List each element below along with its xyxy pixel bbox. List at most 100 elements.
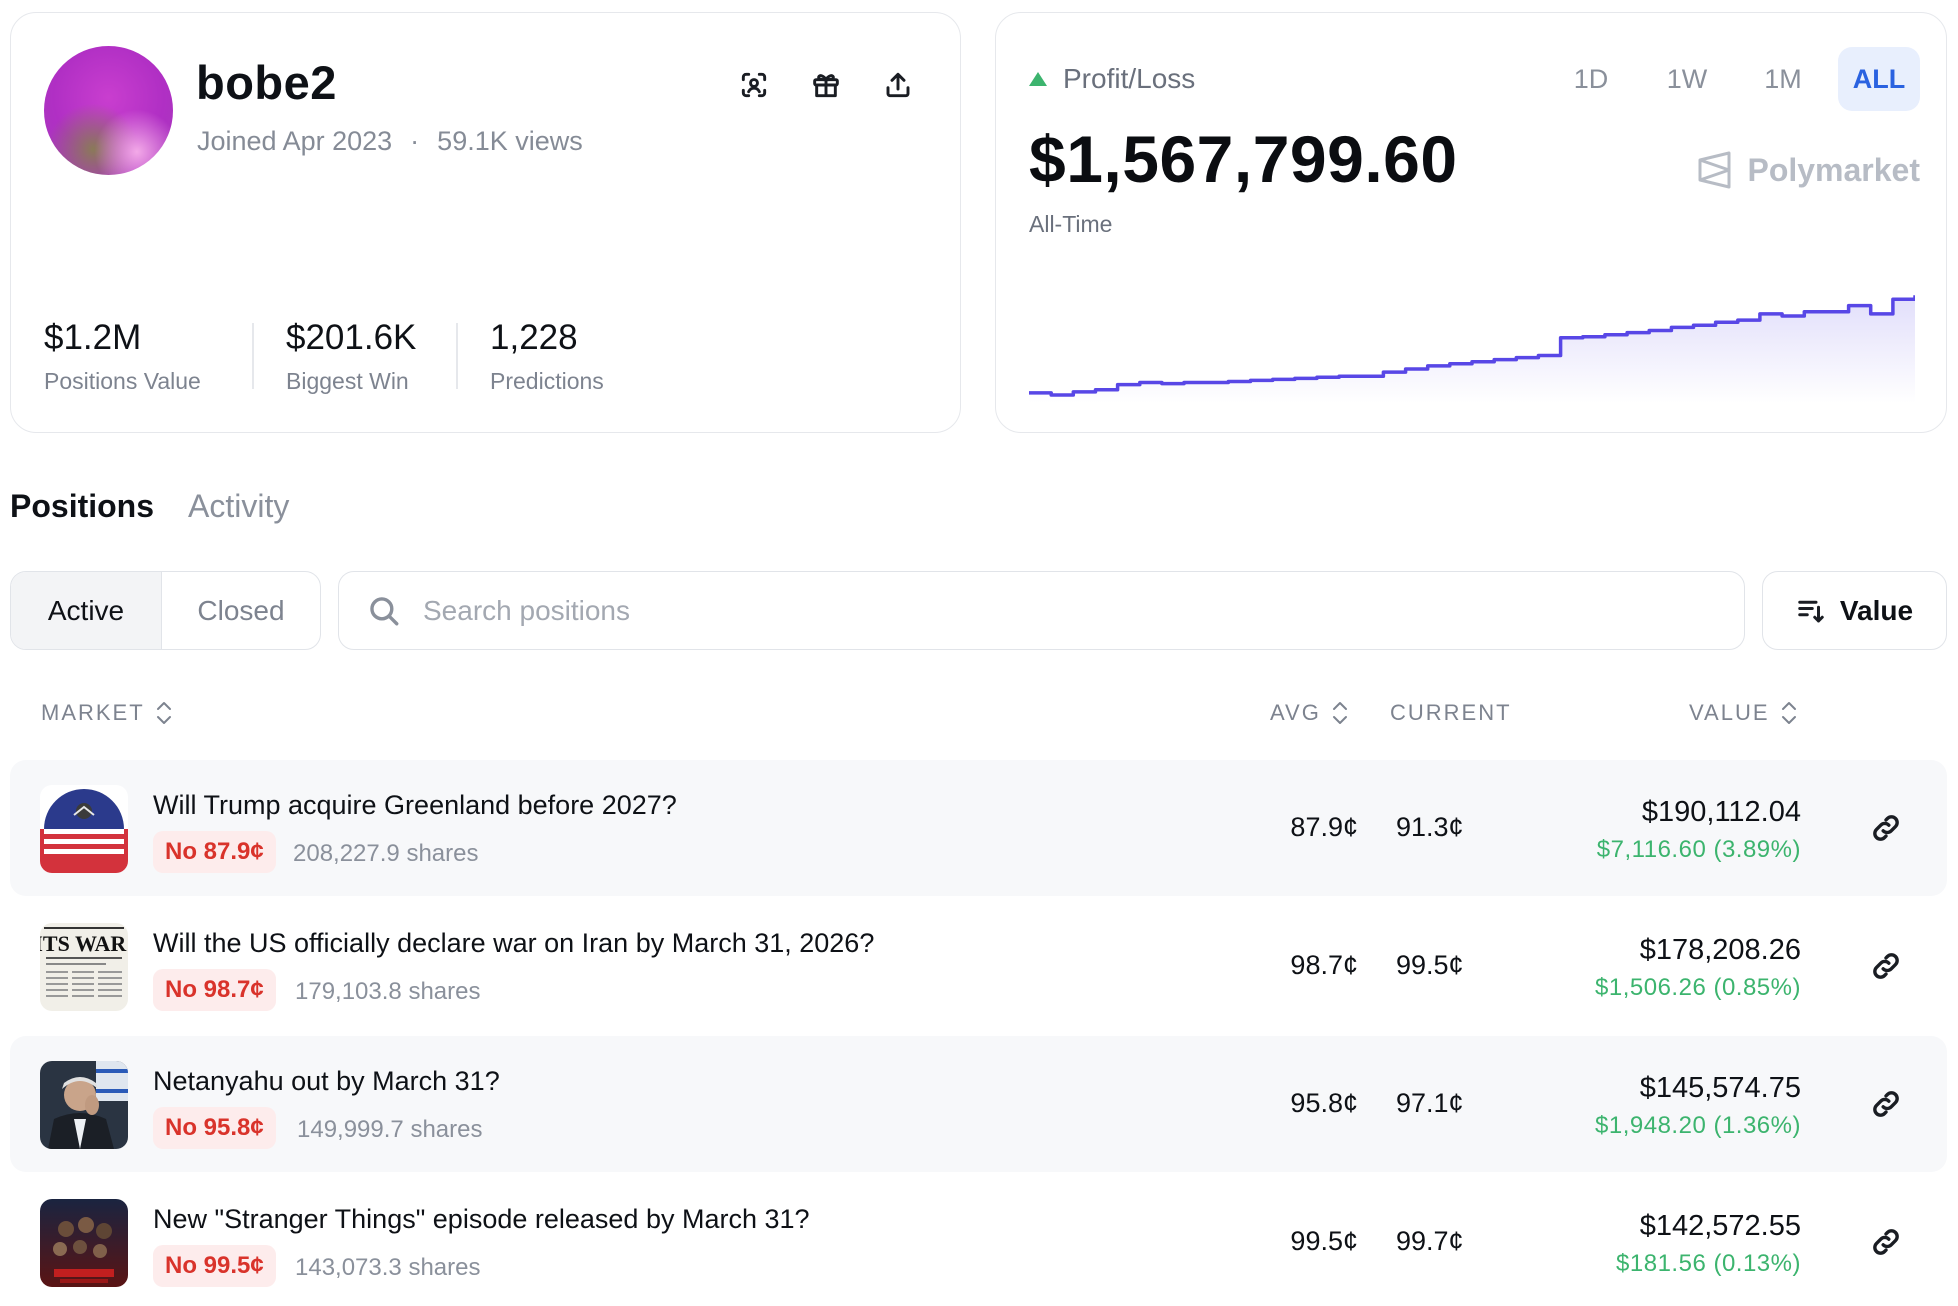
scan-face-icon[interactable] [734, 65, 774, 105]
search-input[interactable] [423, 594, 1623, 627]
sort-updown-icon [1332, 702, 1347, 724]
header-value-label: VALUE [1689, 700, 1770, 725]
position-gain: $1,506.26 (0.85%) [1595, 974, 1801, 1001]
range-tab-1m[interactable]: 1M [1764, 63, 1802, 94]
sort-updown-icon [156, 702, 171, 724]
position-row[interactable]: ITS WAR! Will the US officially declare … [10, 898, 1947, 1034]
search-icon [370, 596, 399, 625]
avg-price: 98.7¢ [1290, 950, 1358, 980]
pnl-value: $1,567,799.60 [1029, 122, 1458, 196]
current-price: 91.3¢ [1396, 812, 1464, 842]
current-price: 99.7¢ [1396, 1226, 1464, 1256]
username: bobe2 [196, 56, 337, 109]
stat-value: $1.2M [44, 318, 142, 357]
trend-up-icon [1029, 72, 1047, 86]
share-icon[interactable] [878, 65, 918, 105]
sort-label: Value [1839, 594, 1914, 626]
shares-count: 179,103.8 shares [295, 978, 481, 1005]
position-row[interactable]: Netanyahu out by March 31? No 95.8¢ 149,… [10, 1036, 1947, 1172]
pnl-card: Profit/Loss 1D 1W 1M ALL $1,567,799.60 A… [995, 12, 1947, 433]
status-active-button[interactable]: Active [11, 572, 162, 649]
outcome-badge: No 98.7¢ [153, 969, 276, 1011]
gift-icon[interactable] [806, 65, 846, 105]
outcome-badge: No 87.9¢ [153, 831, 276, 873]
header-avg[interactable]: AVG [1270, 700, 1349, 726]
meta-separator: · [410, 126, 420, 156]
position-value: $190,112.04 [1641, 796, 1801, 828]
stat-divider [456, 323, 458, 389]
header-current: CURRENT [1390, 700, 1512, 726]
position-gain: $181.56 (0.13%) [1616, 1250, 1801, 1277]
header-value[interactable]: VALUE [1689, 700, 1798, 726]
header-market[interactable]: MARKET [41, 700, 173, 726]
position-row[interactable]: Will Trump acquire Greenland before 2027… [10, 760, 1947, 896]
range-tabs: 1D 1W 1M ALL [1550, 47, 1920, 111]
shares-count: 149,999.7 shares [297, 1116, 483, 1143]
market-question[interactable]: New "Stranger Things" episode released b… [153, 1204, 810, 1234]
pnl-label-text: Profit/Loss [1063, 63, 1196, 94]
sort-updown-icon [1781, 702, 1796, 724]
header-avg-label: AVG [1270, 700, 1321, 725]
stat-label: Predictions [490, 368, 604, 394]
avg-price: 99.5¢ [1290, 1226, 1358, 1256]
shares-count: 208,227.9 shares [293, 840, 479, 867]
stat-predictions: 1,228 Predictions [490, 318, 604, 395]
current-price: 97.1¢ [1396, 1088, 1464, 1118]
link-icon[interactable] [1869, 811, 1903, 845]
range-tab-1w[interactable]: 1W [1666, 63, 1708, 94]
market-question[interactable]: Netanyahu out by March 31? [153, 1066, 500, 1096]
main-tabs: Positions Activity [10, 488, 289, 525]
sort-button[interactable]: Value [1762, 571, 1947, 650]
pnl-chart-area [1029, 295, 1915, 403]
link-icon[interactable] [1869, 949, 1903, 983]
views-count: 59.1K views [437, 126, 583, 156]
range-tab-1d[interactable]: 1D [1573, 63, 1609, 94]
status-closed-button[interactable]: Closed [197, 594, 285, 626]
market-thumbnail [40, 785, 128, 873]
stat-label: Biggest Win [286, 368, 409, 394]
tab-positions[interactable]: Positions [10, 488, 155, 524]
stat-positions-value: $1.2M Positions Value [44, 318, 201, 395]
header-market-label: MARKET [41, 700, 145, 725]
thumbnail-headline: ITS WAR! [40, 931, 128, 956]
market-question[interactable]: Will Trump acquire Greenland before 2027… [153, 790, 677, 820]
stat-value: $201.6K [286, 318, 417, 357]
market-thumbnail: ITS WAR! [40, 923, 128, 1011]
outcome-badge: No 99.5¢ [153, 1245, 276, 1287]
stat-label: Positions Value [44, 368, 201, 394]
polymarket-logo: Polymarket [1697, 150, 1920, 190]
pnl-label: Profit/Loss [1029, 63, 1195, 95]
market-thumbnail [40, 1061, 128, 1149]
pnl-chart [1029, 295, 1915, 403]
sort-icon [1798, 600, 1824, 622]
position-value: $142,572.55 [1639, 1210, 1801, 1242]
position-gain: $7,116.60 (3.89%) [1596, 836, 1801, 863]
stat-divider [252, 323, 254, 389]
avg-price: 95.8¢ [1290, 1088, 1358, 1118]
brand-name: Polymarket [1747, 151, 1920, 188]
position-value: $145,574.75 [1639, 1072, 1801, 1104]
stat-biggest-win: $201.6K Biggest Win [286, 318, 416, 395]
position-row[interactable]: New "Stranger Things" episode released b… [10, 1174, 1947, 1306]
avg-price: 87.9¢ [1290, 812, 1358, 842]
avatar[interactable] [44, 46, 173, 175]
outcome-badge: No 95.8¢ [153, 1107, 276, 1149]
range-tab-all[interactable]: ALL [1838, 47, 1920, 111]
status-toggle: Active Closed [10, 571, 321, 650]
joined-date: Joined Apr 2023 [197, 126, 393, 156]
header-current-label: CURRENT [1390, 700, 1512, 725]
market-question[interactable]: Will the US officially declare war on Ir… [153, 928, 875, 958]
link-icon[interactable] [1869, 1087, 1903, 1121]
polymarket-logo-icon [1698, 151, 1731, 189]
search-box [338, 571, 1745, 650]
pnl-chart-line [1029, 295, 1915, 397]
current-price: 99.5¢ [1396, 950, 1464, 980]
shares-count: 143,073.3 shares [295, 1254, 481, 1281]
position-value: $178,208.26 [1639, 934, 1801, 966]
link-icon[interactable] [1869, 1225, 1903, 1259]
tab-activity[interactable]: Activity [188, 488, 290, 524]
pnl-period: All-Time [1029, 211, 1113, 237]
position-gain: $1,948.20 (1.36%) [1595, 1112, 1801, 1139]
profile-card: bobe2 Joined Apr 2023 · 59.1K views $1.2… [10, 12, 961, 433]
stat-value: 1,228 [490, 318, 578, 357]
